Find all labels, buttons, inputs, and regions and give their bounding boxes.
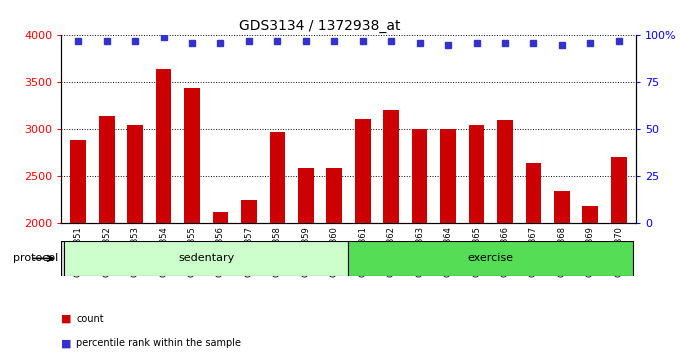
Bar — [497, 120, 513, 354]
Text: protocol: protocol — [12, 253, 58, 263]
Bar — [611, 157, 626, 354]
Text: percentile rank within the sample: percentile rank within the sample — [76, 338, 241, 348]
Bar — [412, 129, 428, 354]
Bar — [213, 212, 228, 354]
Bar — [298, 168, 313, 354]
Text: ■: ■ — [61, 314, 71, 324]
Text: ■: ■ — [61, 338, 71, 348]
Bar — [156, 69, 171, 354]
Bar — [355, 119, 371, 354]
Bar — [526, 163, 541, 354]
Bar — [71, 139, 86, 354]
Text: count: count — [76, 314, 104, 324]
Bar — [64, 241, 348, 276]
Title: GDS3134 / 1372938_at: GDS3134 / 1372938_at — [239, 19, 401, 33]
Bar — [326, 168, 342, 354]
Bar — [348, 241, 633, 276]
Bar — [184, 88, 200, 354]
Bar — [554, 191, 570, 354]
Bar — [99, 116, 114, 354]
Bar — [469, 125, 484, 354]
Bar — [384, 109, 399, 354]
Bar — [440, 129, 456, 354]
Bar — [269, 132, 285, 354]
Text: exercise: exercise — [468, 253, 513, 263]
Bar — [241, 200, 257, 354]
Bar — [127, 125, 143, 354]
Text: sedentary: sedentary — [178, 253, 235, 263]
Bar — [583, 206, 598, 354]
